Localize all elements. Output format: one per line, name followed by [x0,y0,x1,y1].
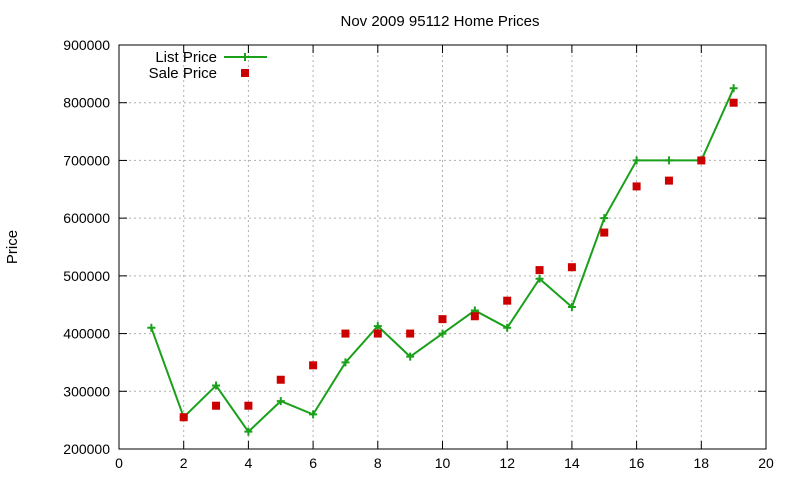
x-tick-label: 8 [374,455,382,471]
chart-title: Nov 2009 95112 Home Prices [341,13,540,30]
sale-price-point [632,182,641,191]
series-sale-price [179,98,738,422]
list-price-point [535,274,544,283]
legend-label: List Price [155,49,217,66]
axis-ticks: 200000 300000 400000 500000 600000 700000 8000… [63,37,774,471]
legend-marker [241,53,249,61]
list-price-point [147,323,156,332]
y-tick-label: 200000 [63,441,110,457]
legend-marker [241,69,249,77]
y-axis-label: Price [4,230,21,264]
list-price-point [600,214,609,223]
sale-price-point [567,263,576,272]
list-price-point [664,156,673,165]
series-list-price [147,84,738,436]
series-layer [147,84,738,436]
list-price-point [503,323,512,332]
x-tick-label: 0 [115,455,123,471]
sale-price-point [373,329,382,338]
sale-price-point [212,401,221,410]
list-price-point [309,410,318,419]
x-tick-label: 16 [629,455,645,471]
list-price-point [406,352,415,361]
legend-label: Sale Price [149,65,217,82]
list-price-point [438,329,447,338]
sale-price-point [406,329,415,338]
x-tick-label: 10 [435,455,451,471]
list-price-point [729,84,738,93]
y-tick-label: 500000 [63,268,110,284]
y-tick-label: 700000 [63,152,110,168]
plot-frame [118,44,767,450]
sale-price-point [179,413,188,422]
list-price-point [212,381,221,390]
sale-price-point [341,329,350,338]
x-tick-label: 14 [564,455,580,471]
list-price-point [341,358,350,367]
y-tick-label: 400000 [63,326,110,342]
list-price-point [567,303,576,312]
list-price-point [276,397,285,406]
x-tick-label: 2 [180,455,188,471]
x-tick-label: 6 [309,455,317,471]
sale-price-point [309,361,318,370]
sale-price-point [729,98,738,107]
sale-price-point [276,375,285,384]
sale-price-point [470,312,479,321]
sale-price-point [697,156,706,165]
list-price-point [632,156,641,165]
y-tick-label: 300000 [63,383,110,399]
sale-price-point [664,176,673,185]
sale-price-point [535,266,544,275]
y-tick-label: 600000 [63,210,110,226]
y-tick-label: 800000 [63,95,110,111]
x-tick-label: 20 [758,455,774,471]
sale-price-point [438,315,447,324]
sale-price-point [244,401,253,410]
x-tick-label: 4 [245,455,253,471]
sale-price-point [503,296,512,305]
list-price-point [373,322,382,331]
list-price-point [244,427,253,436]
grid [119,45,766,449]
x-tick-label: 12 [499,455,515,471]
sale-price-point [600,228,609,237]
y-tick-label: 900000 [63,37,110,53]
x-tick-label: 18 [694,455,710,471]
